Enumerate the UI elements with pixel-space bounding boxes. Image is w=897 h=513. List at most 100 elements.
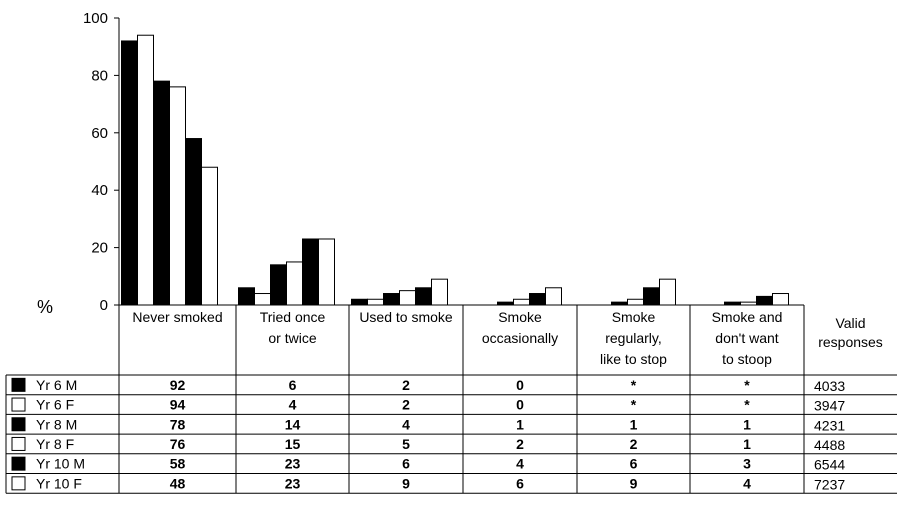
- table-cell: 3: [743, 456, 751, 472]
- bars: [121, 34, 789, 306]
- legend-swatch: [11, 377, 26, 392]
- table-cell: 0: [516, 397, 524, 413]
- bar: [137, 34, 154, 306]
- bar: [254, 293, 271, 306]
- bar: [318, 238, 335, 306]
- bar: [545, 287, 562, 306]
- series-label: Yr 10 M: [36, 456, 85, 472]
- valid-responses-header: Valid: [835, 315, 865, 331]
- table-cell: 6: [402, 456, 410, 472]
- legend-swatch: [11, 456, 26, 471]
- table-cell: 1: [743, 436, 751, 452]
- table-cell: 1: [743, 416, 751, 432]
- category-label: Smoke: [498, 309, 542, 325]
- y-tick-label: 60: [91, 125, 108, 142]
- valid-responses-value: 7237: [814, 476, 845, 492]
- bar: [513, 298, 530, 306]
- bar: [529, 293, 546, 306]
- table-cell: *: [631, 397, 637, 413]
- table-cell: 23: [285, 475, 301, 491]
- bar: [415, 287, 432, 306]
- table-cell: 4: [289, 397, 297, 413]
- series-label: Yr 10 F: [36, 475, 82, 491]
- table-cell: 78: [170, 416, 186, 432]
- category-label: or twice: [268, 330, 316, 346]
- bar: [302, 238, 319, 306]
- y-tick-label: 80: [91, 67, 108, 84]
- valid-responses-value: 4231: [814, 417, 845, 433]
- bar: [121, 40, 138, 306]
- table-cell: 9: [402, 475, 410, 491]
- bar: [153, 80, 170, 306]
- bar: [383, 293, 400, 306]
- table-cell: 0: [516, 377, 524, 393]
- y-tick-label: 100: [83, 10, 108, 27]
- bar: [643, 287, 660, 306]
- bar: [351, 298, 368, 306]
- valid-responses-value: 6544: [814, 457, 845, 473]
- table-cell: 1: [630, 416, 638, 432]
- bar: [627, 298, 644, 306]
- series-label: Yr 8 M: [36, 416, 77, 432]
- table-cell: 5: [402, 436, 410, 452]
- category-label: Smoke: [612, 309, 656, 325]
- table-cell: 2: [630, 436, 638, 452]
- bar: [772, 293, 789, 306]
- series-label: Yr 8 F: [36, 436, 74, 452]
- bar: [367, 298, 384, 306]
- table-cell: *: [631, 377, 637, 393]
- bar: [756, 295, 773, 306]
- category-label: Tried once: [260, 309, 326, 325]
- legend-swatch: [11, 417, 26, 432]
- y-axis: 0 20 40 60 80 100: [83, 10, 120, 314]
- table-cell: 2: [516, 436, 524, 452]
- bar: [286, 261, 303, 306]
- bar: [399, 290, 416, 306]
- valid-responses-value: 4033: [814, 378, 845, 394]
- category-label: occasionally: [482, 330, 558, 346]
- table-cell: 4: [402, 416, 410, 432]
- category-label: to stoop: [722, 351, 772, 367]
- table-cell: 23: [285, 456, 301, 472]
- y-tick-label: 20: [91, 240, 108, 257]
- table-cell: 4: [516, 456, 524, 472]
- category-label: Smoke and: [712, 309, 783, 325]
- bar: [659, 278, 676, 306]
- table-cell: 14: [285, 416, 301, 432]
- table-cell: 4: [743, 475, 751, 491]
- valid-responses-header: responses: [818, 334, 883, 350]
- category-label: regularly,: [605, 330, 662, 346]
- series-label: Yr 6 F: [36, 397, 74, 413]
- table-cell: 1: [516, 416, 524, 432]
- y-tick-label: 40: [91, 182, 108, 199]
- category-label: don't want: [715, 330, 778, 346]
- table-cell: *: [744, 397, 750, 413]
- table-cell: 6: [630, 456, 638, 472]
- data-table: Never smoked Tried once or twice Used to sm…: [5, 304, 897, 494]
- bar: [431, 278, 448, 306]
- table-cell: 58: [170, 456, 186, 472]
- legend-swatch: [11, 397, 26, 412]
- table-cell: 15: [285, 436, 301, 452]
- table-cell: 2: [402, 377, 410, 393]
- table-cell: 6: [516, 475, 524, 491]
- category-label: Used to smoke: [359, 309, 453, 325]
- table-cell: 76: [170, 436, 186, 452]
- y-unit-label: %: [37, 297, 53, 317]
- table-cell: 9: [630, 475, 638, 491]
- table-cell: 92: [170, 377, 186, 393]
- table-cell: 48: [170, 475, 186, 491]
- bar: [185, 138, 202, 306]
- category-label: Never smoked: [132, 309, 222, 325]
- table-cell: 2: [402, 397, 410, 413]
- bar: [238, 287, 255, 306]
- series-label: Yr 6 M: [36, 377, 77, 393]
- bar: [201, 166, 218, 306]
- table-cell: 94: [170, 397, 186, 413]
- legend-swatch: [11, 436, 26, 451]
- legend-swatch: [11, 476, 26, 491]
- valid-responses-value: 4488: [814, 437, 845, 453]
- bar: [169, 86, 186, 306]
- category-label: like to stop: [600, 351, 667, 367]
